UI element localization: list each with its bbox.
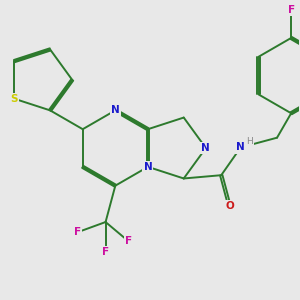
Text: H: H bbox=[246, 137, 253, 146]
Text: N: N bbox=[236, 142, 245, 152]
Text: N: N bbox=[111, 105, 120, 116]
Text: S: S bbox=[11, 94, 18, 104]
Text: F: F bbox=[288, 5, 295, 15]
Text: N: N bbox=[202, 143, 210, 153]
Text: O: O bbox=[225, 201, 234, 211]
Text: F: F bbox=[125, 236, 132, 246]
Text: F: F bbox=[74, 227, 81, 237]
Text: F: F bbox=[102, 247, 109, 257]
Text: N: N bbox=[144, 162, 152, 172]
